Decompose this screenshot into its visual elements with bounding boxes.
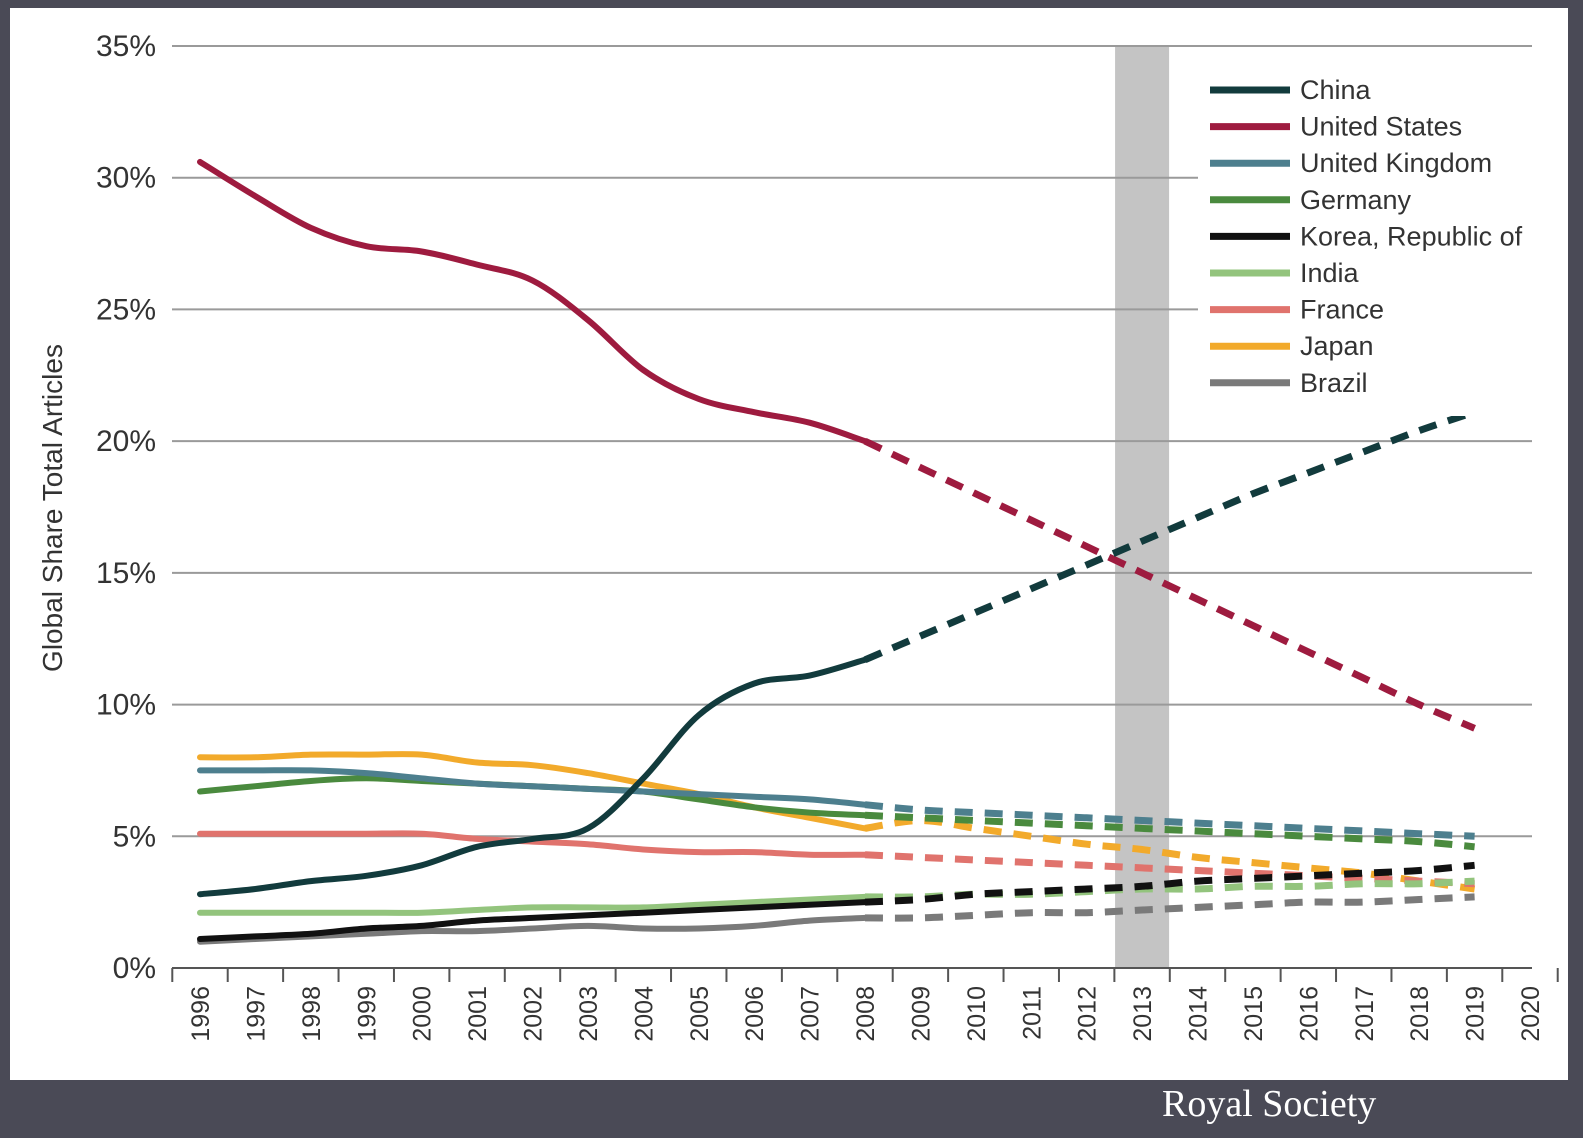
series-projection-united-kingdom bbox=[864, 801, 1475, 840]
y-tick-label: 0% bbox=[113, 952, 156, 985]
x-tick-label: 2006 bbox=[741, 986, 769, 1042]
legend-entry: Japan bbox=[1300, 331, 1374, 361]
y-tick-label: 25% bbox=[96, 293, 156, 326]
x-tick-label: 2005 bbox=[686, 986, 714, 1042]
series-line-united-states bbox=[197, 158, 868, 445]
line-chart: 0% 5% 10% 15% 20% 25% 30% 35% 1996 1997 1998 1999 20… bbox=[37, 30, 1559, 1042]
x-tick-label: 2019 bbox=[1462, 986, 1490, 1042]
series-line-united-kingdom bbox=[197, 767, 868, 808]
series-projection-brazil bbox=[864, 893, 1475, 922]
legend-entry: Korea, Republic of bbox=[1300, 221, 1523, 251]
series-projection-germany bbox=[864, 811, 1475, 851]
x-tick-label: 2001 bbox=[464, 986, 492, 1042]
source-credit: Royal Society bbox=[1162, 1083, 1377, 1125]
y-axis-label: Global Share Total Articles bbox=[37, 344, 68, 672]
x-tick-label: 2003 bbox=[575, 986, 603, 1042]
legend-entry: United Kingdom bbox=[1300, 148, 1492, 178]
series-layer bbox=[197, 158, 1476, 945]
y-tick-label: 30% bbox=[96, 162, 156, 195]
x-tick-label: 2012 bbox=[1074, 986, 1102, 1042]
x-tick-label: 1997 bbox=[242, 986, 270, 1042]
x-tick-label: 2000 bbox=[409, 986, 437, 1042]
y-tick-label: 20% bbox=[96, 425, 156, 458]
x-tick-label: 2020 bbox=[1517, 986, 1545, 1042]
chart-panel: 0% 5% 10% 15% 20% 25% 30% 35% 1996 1997 1998 1999 20… bbox=[10, 8, 1568, 1080]
series-projection-france bbox=[864, 851, 1475, 888]
x-tick-label: 1999 bbox=[353, 986, 381, 1042]
series-projection-japan bbox=[864, 816, 1476, 893]
legend-entry: France bbox=[1300, 295, 1384, 325]
x-tick-label: 2016 bbox=[1295, 986, 1323, 1042]
x-tick-label: 2014 bbox=[1185, 986, 1213, 1042]
series-line-brazil bbox=[197, 914, 868, 945]
legend: China United States United Kingdom Germany K… bbox=[1198, 66, 1543, 416]
x-tick-label: 2017 bbox=[1351, 986, 1379, 1042]
y-tick-label: 5% bbox=[113, 820, 156, 853]
series-line-japan bbox=[197, 751, 868, 832]
series-line-india bbox=[197, 893, 868, 916]
x-tick-label: 2008 bbox=[852, 986, 880, 1042]
x-tick-label: 2009 bbox=[907, 986, 935, 1042]
series-line-china bbox=[197, 656, 868, 898]
legend-entry: China bbox=[1300, 75, 1372, 105]
highlight-layer bbox=[1115, 46, 1170, 968]
x-tick-label: 2018 bbox=[1406, 986, 1434, 1042]
y-tick-label: 35% bbox=[96, 30, 156, 63]
x-tick-label: 2004 bbox=[630, 986, 658, 1042]
axis-layer: 0% 5% 10% 15% 20% 25% 30% 35% 1996 1997 1998 1999 20… bbox=[96, 30, 1559, 1042]
x-tick-label: 1998 bbox=[298, 986, 326, 1042]
x-tick-label: 2011 bbox=[1018, 986, 1046, 1040]
y-tick-label: 10% bbox=[96, 689, 156, 722]
legend-entry: Brazil bbox=[1300, 368, 1368, 398]
legend-entry: United States bbox=[1300, 112, 1462, 142]
legend-entry: India bbox=[1300, 258, 1360, 288]
series-line-korea-republic-of bbox=[197, 899, 868, 942]
x-tick-label: 2002 bbox=[520, 986, 548, 1042]
series-projection-korea-republic-of bbox=[864, 861, 1475, 906]
series-projection-china bbox=[863, 408, 1476, 664]
x-tick-label: 2015 bbox=[1240, 986, 1268, 1042]
x-tick-label: 2007 bbox=[797, 986, 825, 1042]
legend-entry: Germany bbox=[1300, 185, 1412, 215]
highlight-band-2013 bbox=[1115, 46, 1170, 968]
series-projection-united-states bbox=[863, 437, 1476, 732]
x-tick-label: 2010 bbox=[963, 986, 991, 1042]
x-tick-label: 1996 bbox=[187, 986, 215, 1042]
y-tick-label: 15% bbox=[96, 557, 156, 590]
x-tick-label: 2013 bbox=[1129, 986, 1157, 1042]
